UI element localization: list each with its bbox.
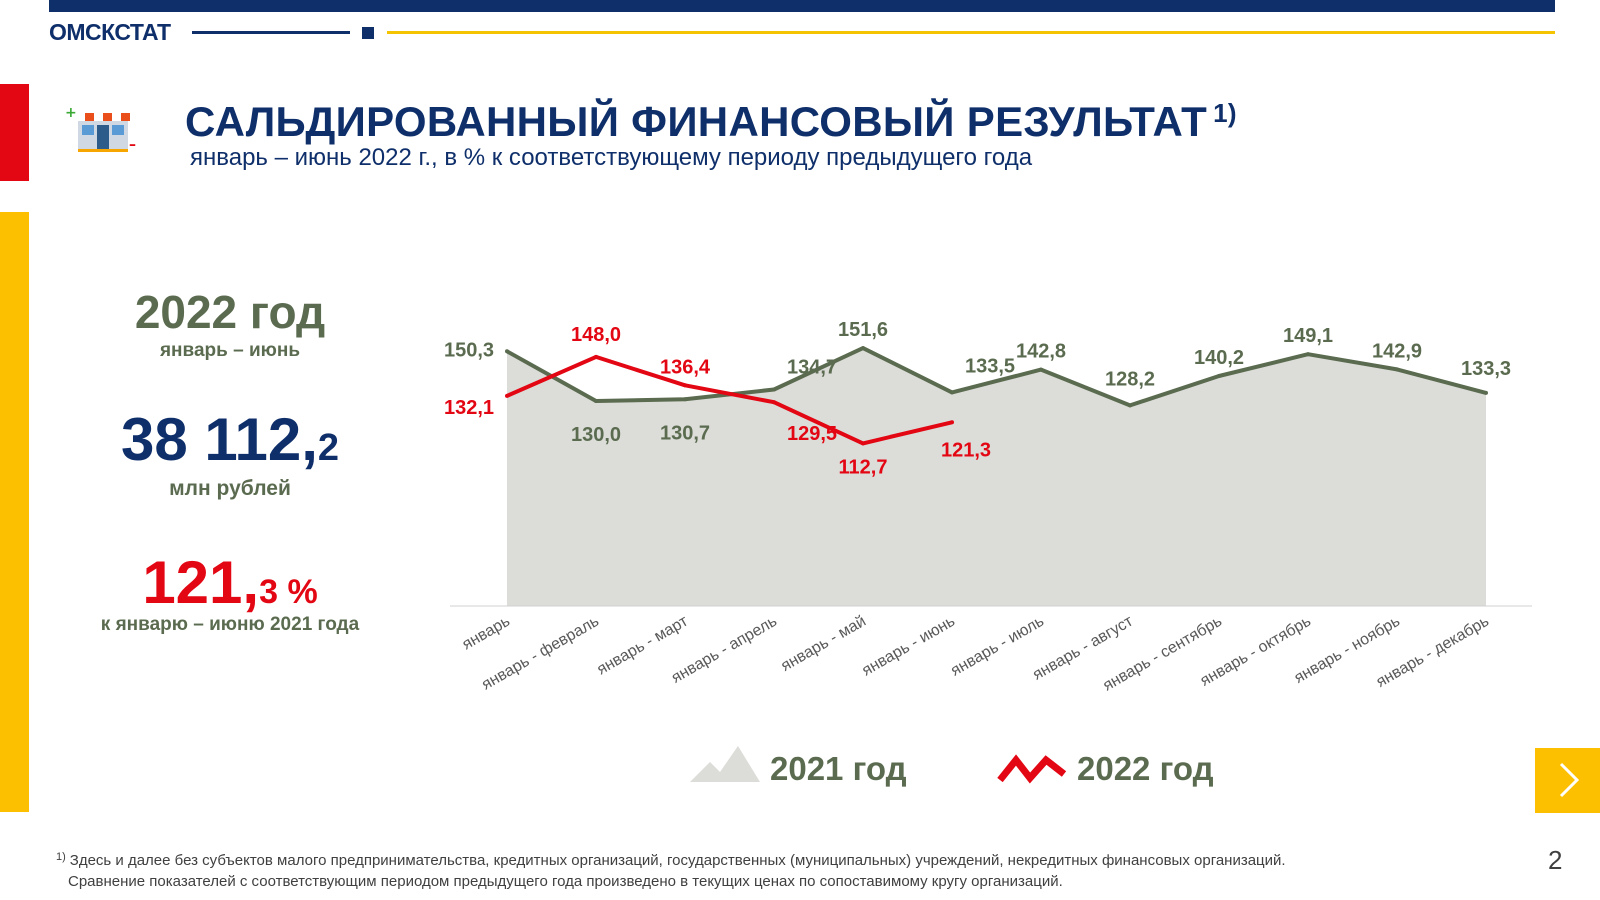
line-2021 [506,346,1487,408]
point-2021 [950,390,954,395]
kpi-period: январь – июнь [159,340,301,361]
shop-icon: + – [65,105,136,153]
side-accent-red [0,84,29,181]
data-label-2021: 133,3 [1461,358,1511,380]
brand-logo-text: ОМСКСТАТ [49,19,171,45]
kpi-amount-main: 38 112, [120,406,318,473]
top-bar [49,0,1555,12]
side-accent-yellow [0,212,29,812]
point-2022 [861,441,865,446]
legend-2021-label: 2021 год [770,750,907,787]
data-label-2021: 130,0 [571,424,621,446]
footnote: 1) Здесь и далее без субъектов малого пре… [56,851,1286,892]
point-2021 [1128,403,1132,408]
page-number: 2 [1548,845,1563,875]
data-label-2022: 112,7 [839,456,888,478]
footnote-mark: 1) [56,851,66,863]
legend-2022-icon [997,754,1067,784]
svg-text:–: – [129,137,136,153]
data-label-2021: 150,3 [444,339,494,361]
kpi-percent: 121,3 % [65,548,395,617]
data-label-2021: 142,8 [1016,341,1066,363]
footnote-text-1: Здесь и далее без субъектов малого предп… [69,852,1286,869]
kpi-percent-main: 121, [142,549,260,616]
point-2021 [1039,367,1043,372]
x-tick-label: январь - май [778,613,869,675]
legend-2022-label: 2022 год [1077,750,1214,787]
point-2021 [505,349,509,354]
page-title-text: САЛЬДИРОВАННЫЙ ФИНАНСОВЫЙ РЕЗУЛЬТАТ [185,98,1208,145]
data-label-2021: 149,1 [1283,325,1333,347]
x-tick-label: январь [460,613,513,654]
footnote-line-2: Сравнение показателей с соответствующим … [68,873,1063,890]
point-2021 [772,387,776,392]
point-2021 [683,397,687,402]
data-label-2021: 151,6 [838,319,888,341]
title-footnote-mark: 1) [1213,98,1237,128]
brand-square [362,27,374,39]
point-2022 [594,354,598,359]
data-label-2021: 130,7 [660,422,710,444]
data-label-2022: 121,3 [941,439,991,461]
point-2022 [772,400,776,405]
point-2021 [1484,390,1488,395]
data-label-2021: 133,5 [965,355,1015,377]
point-2021 [594,399,598,403]
point-2021 [1217,374,1221,378]
point-2021 [1395,367,1399,372]
point-2021 [1306,352,1310,357]
x-tick-label: январь - июнь [859,613,958,680]
kpi-amount-unit: млн рублей [169,477,291,500]
next-slide-button[interactable] [1535,748,1600,813]
brand-divider-blue [192,31,350,34]
point-2022 [950,420,954,425]
data-label-2022: 148,0 [571,324,621,346]
kpi-amount-decimal: 2 [317,427,339,469]
point-2022 [683,383,687,388]
data-label-2022: 136,4 [660,356,711,378]
data-label-2022: 132,1 [444,397,494,419]
legend-2021-icon [690,746,760,782]
kpi-percent-label: к январю – июню 2021 года [100,614,360,635]
brand-divider-yellow [387,31,1555,34]
kpi-amount: 38 112,2 [65,405,395,474]
area-2021 [507,348,1486,606]
point-2022 [505,393,509,398]
data-label-2021: 140,2 [1194,347,1244,369]
footnote-line-1: 1) Здесь и далее без субъектов малого пре… [56,851,1286,872]
point-2021 [861,346,865,351]
kpi-year: 2022 год [134,286,326,338]
line-2022 [506,354,953,446]
chevron-right-icon [1559,762,1580,798]
data-label-2022: 129,5 [787,423,837,445]
page-subtitle: январь – июнь 2022 г., в % к соответству… [190,144,1033,171]
data-label-2021: 142,9 [1372,340,1422,362]
data-label-2021: 134,7 [787,356,837,378]
svg-text:+: + [65,105,77,121]
page-title: САЛЬДИРОВАННЫЙ ФИНАНСОВЫЙ РЕЗУЛЬТАТ 1) [185,98,1237,146]
kpi-percent-decimal: 3 % [259,573,318,611]
data-label-2021: 128,2 [1105,368,1155,390]
